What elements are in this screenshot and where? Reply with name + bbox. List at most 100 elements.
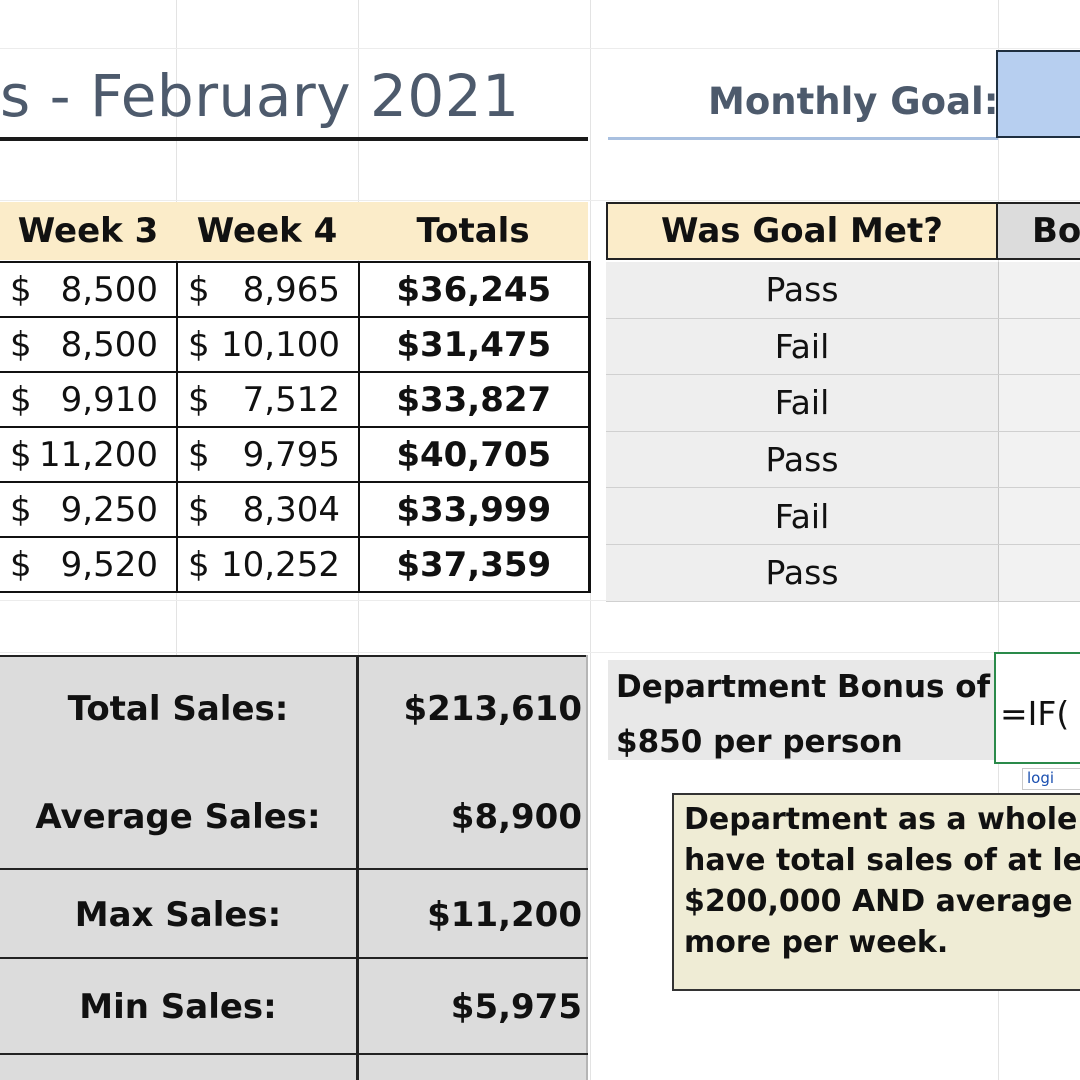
divider xyxy=(356,655,359,1080)
monthly-goal-label[interactable]: Monthly Goal: xyxy=(708,80,999,123)
summary-stats: Total Sales: $213,610 Average Sales: $8,… xyxy=(0,655,588,1080)
goal-row: Pass xyxy=(606,544,1080,602)
goal-row: Fail xyxy=(606,318,1080,376)
week3-cell[interactable]: $8,500 xyxy=(0,261,178,318)
divider xyxy=(586,655,588,1080)
goal-met-cell[interactable]: Pass xyxy=(606,544,999,601)
bonus-cell[interactable] xyxy=(999,262,1080,318)
currency-symbol: $ xyxy=(10,434,32,475)
total-cell[interactable]: $36,245 xyxy=(358,261,591,318)
divider xyxy=(0,957,588,959)
goal-met-cell[interactable]: Fail xyxy=(606,318,999,375)
week4-cell[interactable]: $9,795 xyxy=(176,426,360,483)
currency-symbol: $ xyxy=(10,544,32,585)
max-sales-label[interactable]: Max Sales: xyxy=(74,895,282,935)
week4-cell[interactable]: $8,965 xyxy=(176,261,360,318)
divider xyxy=(0,655,588,657)
divider xyxy=(0,868,588,870)
currency-symbol: $ xyxy=(10,269,32,310)
header-week3[interactable]: Week 3 xyxy=(0,202,176,260)
currency-symbol: $ xyxy=(10,489,32,530)
max-sales-value[interactable]: $11,200 xyxy=(427,895,582,935)
total-cell[interactable]: $31,475 xyxy=(358,316,591,373)
min-sales-label[interactable]: Min Sales: xyxy=(79,987,277,1027)
header-totals[interactable]: Totals xyxy=(358,202,588,260)
goal-row: Fail xyxy=(606,375,1080,432)
table-row: $8,500 $8,965 $36,245 xyxy=(0,261,591,318)
header-week4[interactable]: Week 4 xyxy=(176,202,358,260)
week4-cell[interactable]: $10,252 xyxy=(176,536,360,593)
week3-cell[interactable]: $9,910 xyxy=(0,371,178,428)
cell-value: 8,304 xyxy=(242,489,340,530)
goal-row: Fail xyxy=(606,488,1080,545)
week4-cell[interactable]: $7,512 xyxy=(176,371,360,428)
currency-symbol: $ xyxy=(10,324,32,365)
currency-symbol: $ xyxy=(188,544,210,585)
cell-value: 7,512 xyxy=(242,379,340,420)
week3-cell[interactable]: $11,200 xyxy=(0,426,178,483)
currency-symbol: $ xyxy=(188,379,210,420)
cell-value: 10,100 xyxy=(221,324,340,365)
bonus-cell[interactable] xyxy=(999,318,1080,375)
week3-cell[interactable]: $9,520 xyxy=(0,536,178,593)
header-goal-met[interactable]: Was Goal Met? xyxy=(606,202,998,260)
note-line: $200,000 AND average $ xyxy=(684,884,1080,919)
gridline xyxy=(0,48,1080,49)
bonus-cell[interactable] xyxy=(999,488,1080,544)
min-sales-value[interactable]: $5,975 xyxy=(450,987,582,1027)
currency-symbol: $ xyxy=(188,434,210,475)
table-row: $8,500 $10,100 $31,475 xyxy=(0,316,591,373)
cell-value: 9,910 xyxy=(60,379,158,420)
currency-symbol: $ xyxy=(188,489,210,530)
cell-value: 10,252 xyxy=(221,544,340,585)
gridline xyxy=(0,600,1080,601)
table-row: $9,520 $10,252 $37,359 xyxy=(0,536,591,593)
note-line: have total sales of at lea xyxy=(684,843,1080,878)
formula-tooltip: logi xyxy=(1022,768,1080,790)
cell-value: 8,965 xyxy=(242,269,340,310)
average-sales-value[interactable]: $8,900 xyxy=(450,797,582,837)
gridline xyxy=(0,652,1080,653)
gridline xyxy=(590,0,591,1080)
bonus-cell[interactable] xyxy=(999,431,1080,488)
table-row: $11,200 $9,795 $40,705 xyxy=(0,426,591,483)
cell-value: 9,795 xyxy=(242,434,340,475)
title-underline xyxy=(0,137,588,141)
dept-line1: Department Bonus of xyxy=(616,669,991,705)
monthly-goal-cell[interactable] xyxy=(996,50,1080,138)
goal-met-cell[interactable]: Pass xyxy=(606,431,999,488)
week3-cell[interactable]: $9,250 xyxy=(0,481,178,538)
cell-value: 8,500 xyxy=(60,324,158,365)
total-sales-label[interactable]: Total Sales: xyxy=(67,689,289,729)
divider xyxy=(0,1053,588,1055)
sheet-title[interactable]: s - February 2021 xyxy=(0,62,520,130)
goal-underline xyxy=(608,137,998,140)
total-cell[interactable]: $33,827 xyxy=(358,371,591,428)
week4-cell[interactable]: $8,304 xyxy=(176,481,360,538)
goal-met-cell[interactable]: Fail xyxy=(606,375,999,431)
dept-line2: $850 per person xyxy=(616,724,903,760)
formula-active-cell[interactable]: =IF( xyxy=(994,652,1080,764)
goal-met-column: Pass Fail Fail Pass Fail Pass xyxy=(606,262,1080,602)
cell-value: 11,200 xyxy=(39,434,158,475)
bonus-cell[interactable] xyxy=(999,544,1080,601)
goal-row: Pass xyxy=(606,262,1080,319)
goal-met-cell[interactable]: Fail xyxy=(606,488,999,544)
cell-value: 8,500 xyxy=(60,269,158,310)
goal-row: Pass xyxy=(606,431,1080,489)
total-cell[interactable]: $40,705 xyxy=(358,426,591,483)
bonus-cell[interactable] xyxy=(999,375,1080,431)
week3-cell[interactable]: $8,500 xyxy=(0,316,178,373)
total-cell[interactable]: $37,359 xyxy=(358,536,591,593)
department-bonus-label[interactable]: Department Bonus of $850 per person xyxy=(608,660,996,760)
instruction-note[interactable]: Department as a whole have total sales of… xyxy=(672,793,1080,991)
total-sales-value[interactable]: $213,610 xyxy=(403,689,582,729)
average-sales-label[interactable]: Average Sales: xyxy=(35,797,321,837)
table-row: $9,910 $7,512 $33,827 xyxy=(0,371,591,428)
cell-value: 9,250 xyxy=(60,489,158,530)
cell-value: 9,520 xyxy=(60,544,158,585)
total-cell[interactable]: $33,999 xyxy=(358,481,591,538)
goal-met-cell[interactable]: Pass xyxy=(606,262,999,318)
header-bonus[interactable]: Bo xyxy=(998,202,1080,260)
week4-cell[interactable]: $10,100 xyxy=(176,316,360,373)
